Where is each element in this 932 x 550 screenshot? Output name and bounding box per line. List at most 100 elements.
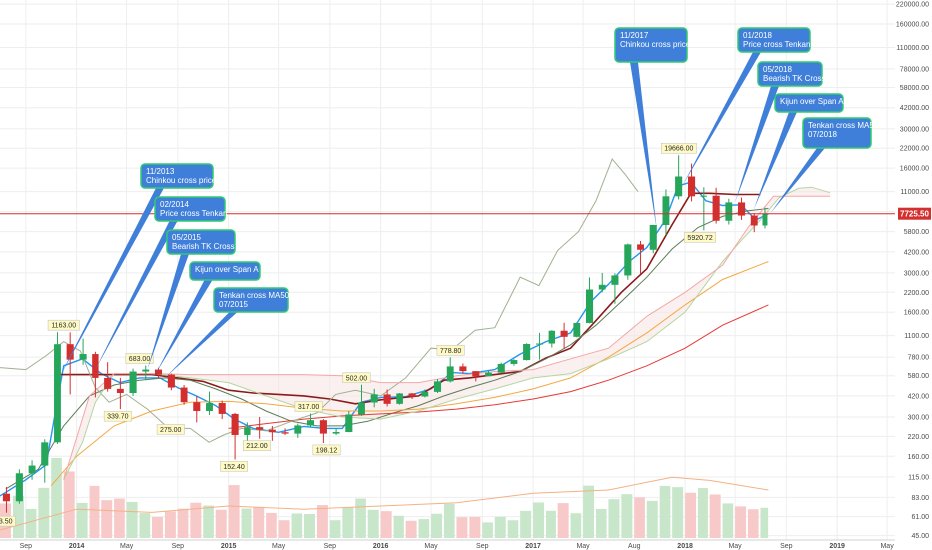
price-label: 212.00 — [246, 443, 268, 450]
y-tick-label: 1100.00 — [904, 333, 929, 340]
callout-box — [757, 61, 823, 87]
current-price-label: 7725.50 — [900, 210, 929, 219]
price-label-box — [312, 444, 341, 456]
callout-box — [802, 117, 872, 149]
y-tick-label: 4200.00 — [904, 249, 929, 256]
volume-bar — [634, 497, 645, 538]
candle-body — [433, 381, 442, 392]
callout-text: Kijun over Span A — [195, 265, 259, 274]
volume-bar — [355, 498, 366, 538]
candle-body — [675, 176, 683, 197]
y-tick-label: 220000.00 — [896, 2, 929, 9]
chikou-line — [0, 158, 639, 443]
candle — [637, 240, 644, 274]
callout-text: Bearish TK Cross — [763, 74, 826, 83]
candle — [611, 273, 619, 304]
candle-body — [662, 196, 670, 225]
volume-bar — [431, 513, 443, 538]
callout-text: 11/2017 — [620, 31, 649, 40]
candle — [167, 373, 175, 391]
callout-text: Kijun over Span A — [780, 97, 844, 106]
y-tick-label: 300.00 — [908, 414, 930, 421]
volume-bar — [507, 520, 519, 538]
candle — [762, 207, 768, 229]
candle-body — [383, 394, 391, 404]
candle — [598, 272, 606, 293]
price-label-box — [294, 401, 323, 412]
callout: Kijun over Span A — [155, 261, 261, 374]
candle — [180, 385, 188, 405]
x-tick-label: May — [424, 543, 438, 550]
callout-text: Tenkan cross MA50 — [808, 121, 879, 130]
callout-box — [154, 196, 226, 222]
callout-text: Tenkan cross MA50 — [219, 291, 290, 300]
candle — [66, 332, 74, 395]
volume-bar — [278, 520, 290, 538]
y-tick-label: 110000.00 — [896, 45, 929, 52]
volume-bar — [291, 513, 303, 538]
candle — [535, 332, 544, 360]
tenkan-line — [0, 181, 769, 497]
y-axis: 220000.00 160000.00 110000.00 78000.00 58000… — [895, 0, 932, 550]
candle — [396, 393, 403, 405]
candle-body — [408, 393, 416, 397]
y-tick-label: 11000.00 — [900, 189, 929, 196]
volume-bar — [747, 509, 759, 538]
volume-bar — [63, 471, 75, 538]
candle-body — [725, 202, 733, 221]
volume-bar — [89, 485, 100, 538]
candle-body — [15, 473, 23, 502]
volume-bar — [570, 513, 582, 538]
callout-box — [213, 287, 289, 313]
volume-bar — [51, 458, 62, 538]
x-tick-label: May — [120, 543, 134, 550]
candle — [737, 197, 746, 220]
volume-bar — [266, 512, 277, 538]
candle-body — [637, 244, 644, 250]
candle — [472, 371, 480, 382]
callout-text: 11/2013 — [146, 167, 175, 176]
price-label: 198.12 — [316, 447, 338, 454]
volume-bar — [76, 502, 88, 538]
volume-bar — [241, 508, 252, 538]
price-labels: 63.50 1163.00 339.70 683.00 275.00 152.40 212.… — [0, 142, 716, 527]
volume-bars — [0, 458, 769, 538]
candle-body — [193, 402, 201, 412]
candle-body — [523, 343, 531, 361]
candle — [560, 322, 568, 349]
candle — [154, 367, 163, 378]
candle — [294, 423, 302, 438]
volume-bar — [164, 511, 176, 538]
candle-body — [611, 275, 619, 285]
candle-body — [510, 360, 518, 364]
candle — [408, 393, 416, 399]
kijun-line — [59, 192, 761, 405]
y-tick-label: 160.00 — [908, 454, 930, 461]
callout-pointer — [753, 112, 797, 210]
candle-body — [497, 363, 505, 373]
price-label-box — [243, 440, 271, 451]
x-tick-label: Sep — [172, 543, 185, 550]
candle — [675, 155, 683, 200]
callout-text: 01/2018 — [743, 31, 772, 40]
volume-bar — [608, 499, 620, 538]
candle-body — [485, 372, 492, 377]
callout-text: Price cross Tenkan — [743, 40, 810, 49]
callout-pointer — [59, 188, 165, 378]
price-label-box — [342, 372, 371, 384]
candle — [54, 332, 61, 444]
candle — [306, 413, 315, 428]
volume-bar — [646, 500, 658, 538]
candle — [206, 391, 213, 415]
x-tick-label: Sep — [780, 543, 793, 550]
candle — [421, 389, 429, 398]
callout-box — [189, 261, 261, 281]
candle-body — [712, 195, 720, 221]
y-tick-label: 220.00 — [908, 434, 930, 441]
callout-pointer — [155, 280, 213, 374]
